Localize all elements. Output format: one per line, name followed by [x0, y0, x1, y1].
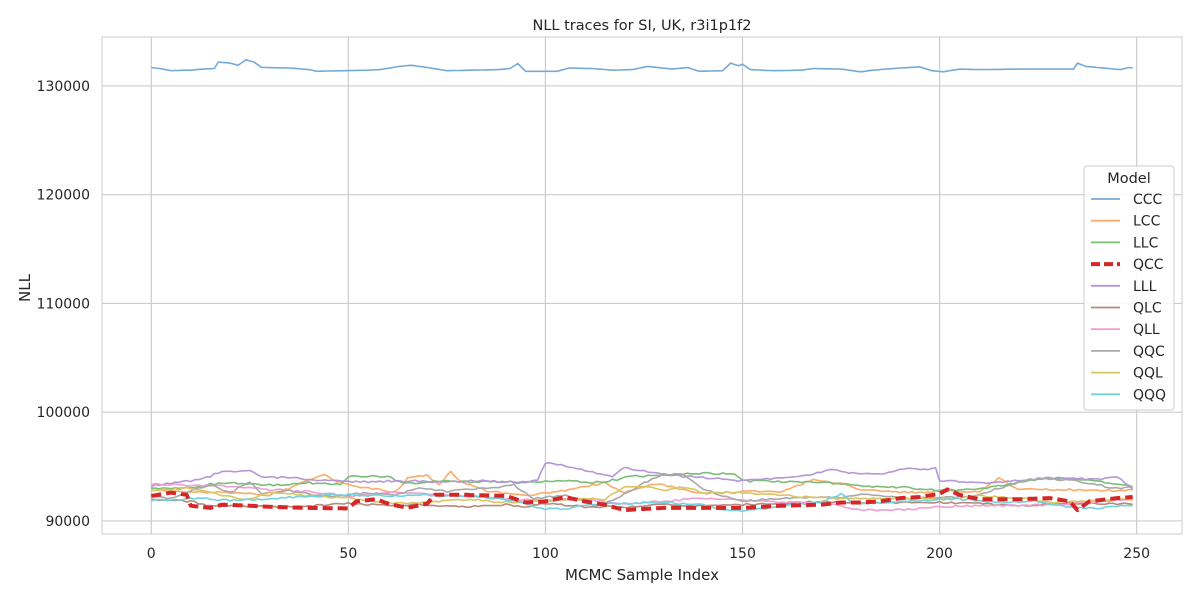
series-line-qlc: [151, 498, 1133, 509]
legend-label-lcc: LCC: [1133, 214, 1161, 230]
x-tick-label: 50: [339, 546, 357, 562]
y-tick-label: 90000: [45, 514, 90, 530]
y-tick-label: 130000: [37, 79, 90, 95]
y-tick-label: 110000: [37, 296, 90, 312]
legend: Model CCC LCC LLC QCC LLL QLC QLL QQC QQL QQQ: [1083, 165, 1175, 411]
chart-title: NLL traces for SI, UK, r3i1p1f2: [533, 18, 752, 34]
legend-label-qcc: QCC: [1133, 257, 1164, 273]
legend-label-qlc: QLC: [1133, 301, 1162, 317]
series-line-ccc: [151, 59, 1133, 73]
series-line-lcc: [151, 470, 1133, 497]
y-tick-labels: 90000 100000 110000 120000 130000: [37, 79, 90, 530]
legend-label-llc: LLC: [1133, 235, 1159, 251]
legend-title: Model: [1107, 171, 1151, 187]
x-tick-labels: 0 50 100 150 200 250: [147, 546, 1150, 562]
legend-label-qll: QLL: [1133, 322, 1160, 338]
y-tick-label: 120000: [37, 188, 90, 204]
series-line-qcc: [150, 487, 1133, 513]
x-tick-label: 250: [1123, 546, 1150, 562]
series-line-lll: [150, 462, 1134, 490]
x-tick-label: 200: [926, 546, 953, 562]
x-axis-label: MCMC Sample Index: [565, 566, 719, 584]
legend-label-lll: LLL: [1133, 279, 1157, 295]
x-tick-label: 100: [532, 546, 559, 562]
legend-label-qqc: QQC: [1133, 344, 1165, 360]
x-tick-label: 150: [729, 546, 756, 562]
legend-items: CCC LCC LLC QCC LLL QLC QLL QQC QQL QQQ: [1091, 192, 1166, 403]
y-axis-label: NLL: [16, 273, 34, 302]
legend-label-qql: QQL: [1133, 366, 1163, 382]
x-tick-label: 0: [147, 546, 156, 562]
series-line-llc: [151, 471, 1134, 493]
legend-label-ccc: CCC: [1133, 192, 1163, 208]
plot-frame: [101, 36, 1183, 535]
y-tick-label: 100000: [37, 405, 90, 421]
series-lines: [150, 59, 1134, 513]
series-line-qqq: [150, 492, 1133, 513]
legend-box: [1083, 165, 1175, 411]
legend-label-qqq: QQQ: [1133, 387, 1166, 403]
